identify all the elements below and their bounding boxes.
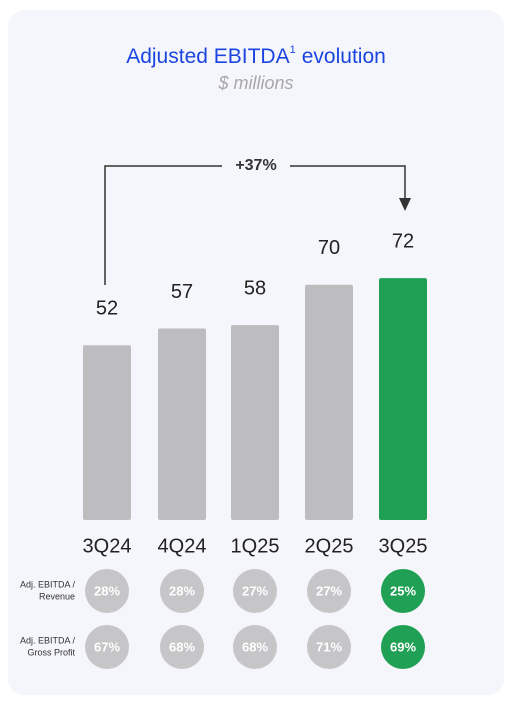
title-suffix: evolution <box>302 45 386 68</box>
bar <box>305 284 353 520</box>
ratio-label: 69% <box>390 639 416 654</box>
ratio-label: 27% <box>316 583 342 598</box>
x-tick-label: 3Q25 <box>379 535 428 557</box>
value-label: 57 <box>171 281 193 303</box>
ratio-label: 71% <box>316 639 342 654</box>
title-text: Adjusted EBITDA <box>126 45 289 68</box>
ratio-label: 68% <box>242 639 268 654</box>
x-tick-label: 4Q24 <box>158 535 207 557</box>
value-label: 52 <box>96 298 118 320</box>
arrow-line <box>290 165 406 200</box>
value-label: 70 <box>318 237 340 259</box>
chart-title: Adjusted EBITDA1 evolution <box>126 44 386 68</box>
ratio-label: 28% <box>94 583 120 598</box>
row-label: Adj. EBITDA / <box>20 579 76 589</box>
ratio-circle <box>307 625 351 669</box>
bar <box>231 325 279 520</box>
ratio-circle <box>160 569 204 613</box>
row-label: Gross Profit <box>27 647 75 657</box>
ratio-label: 28% <box>169 583 195 598</box>
chart-subtitle: $ millions <box>217 73 293 93</box>
ratio-label: 68% <box>169 639 195 654</box>
ratio-circle <box>233 625 277 669</box>
ratio-label: 27% <box>242 583 268 598</box>
value-label: 72 <box>392 230 414 252</box>
ratio-label: 25% <box>390 583 416 598</box>
x-tick-label: 3Q24 <box>83 535 132 557</box>
x-tick-label: 1Q25 <box>231 535 280 557</box>
ratio-circle <box>85 569 129 613</box>
ratio-circle <box>233 569 277 613</box>
ratio-label: 67% <box>94 639 120 654</box>
ratio-circle <box>307 569 351 613</box>
bar <box>158 328 206 520</box>
bar <box>83 345 131 520</box>
value-label: 58 <box>244 277 266 299</box>
ratio-circle <box>381 569 425 613</box>
ratio-circle <box>85 625 129 669</box>
bar <box>379 278 427 520</box>
ratio-circle <box>160 625 204 669</box>
x-tick-label: 2Q25 <box>305 535 354 557</box>
growth-arrow <box>104 165 406 285</box>
title-footnote: 1 <box>290 44 296 56</box>
growth-annotation: +37% <box>235 157 276 174</box>
ratio-circle <box>381 625 425 669</box>
row-label: Adj. EBITDA / <box>20 635 76 645</box>
row-label: Revenue <box>39 591 75 601</box>
arrow-head <box>399 198 411 211</box>
arrow-line <box>104 165 222 285</box>
